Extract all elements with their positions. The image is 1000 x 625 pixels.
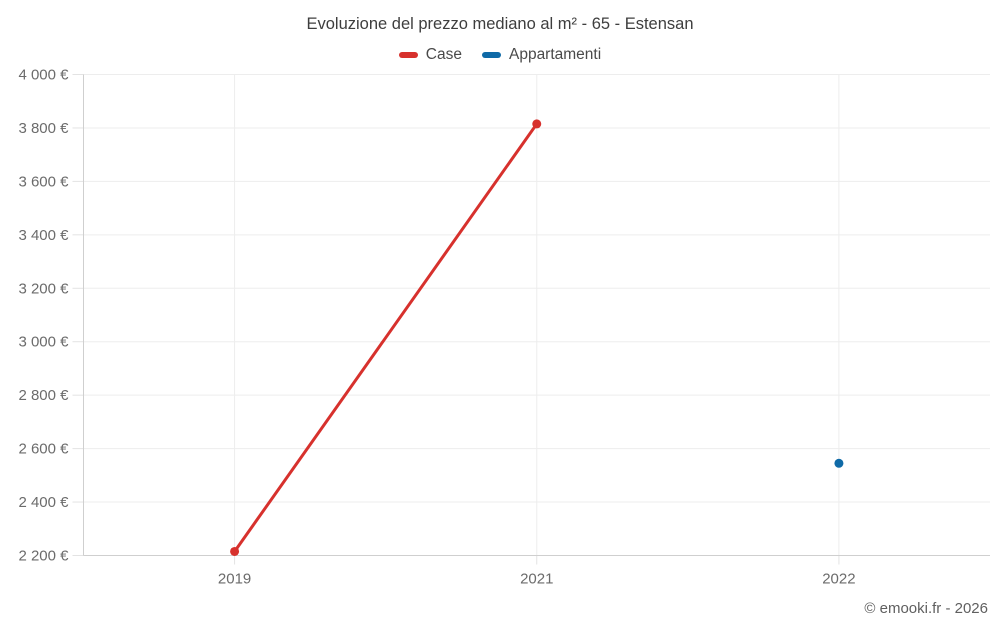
legend-swatch-icon (481, 52, 501, 58)
y-tick-label: 4 000 € (18, 67, 69, 84)
legend-swatch-icon (398, 52, 418, 58)
y-tick-label: 3 000 € (18, 334, 69, 351)
y-tick-label: 3 200 € (18, 280, 69, 297)
x-tick-label: 2021 (520, 571, 553, 588)
chart-legend: Case Appartamenti (0, 46, 1000, 64)
data-point-case (532, 119, 542, 129)
data-point-case (230, 546, 240, 556)
y-tick-label: 2 200 € (18, 548, 69, 565)
legend-item-label: Appartamenti (508, 46, 602, 63)
y-tick-label: 3 800 € (18, 120, 69, 137)
y-tick-label: 2 800 € (18, 387, 69, 404)
legend-item-label: Case (425, 46, 462, 63)
series-line-case (233, 122, 539, 553)
y-tick-label: 3 400 € (18, 227, 69, 244)
x-tick-label: 2022 (822, 571, 855, 588)
chart-title: Evoluzione del prezzo mediano al m² - 65… (306, 15, 694, 33)
data-point-appartamenti (834, 458, 844, 468)
copyright-text: © emooki.fr - 2026 (864, 600, 988, 617)
y-tick-label: 2 400 € (18, 494, 69, 511)
legend-item-case[interactable]: Case (398, 46, 462, 64)
y-tick-label: 3 600 € (18, 173, 69, 190)
legend-item-appartamenti[interactable]: Appartamenti (481, 46, 602, 64)
y-tick-label: 2 600 € (18, 441, 69, 458)
x-tick-label: 2019 (218, 571, 251, 588)
